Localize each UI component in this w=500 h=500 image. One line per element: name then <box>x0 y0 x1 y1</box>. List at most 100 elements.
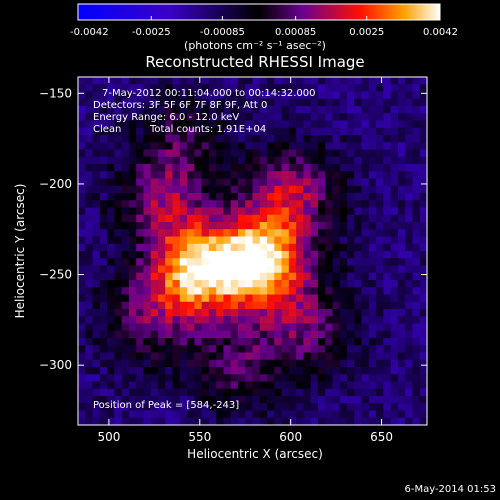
heatmap-cell <box>354 280 362 288</box>
heatmap-cell <box>405 120 413 129</box>
heatmap-cell <box>419 214 427 223</box>
heatmap-cell <box>245 91 253 100</box>
heatmap-cell <box>317 301 326 310</box>
heatmap-cell <box>405 106 413 114</box>
heatmap-cell <box>303 280 312 288</box>
heatmap-cell <box>99 388 108 397</box>
heatmap-cell <box>245 178 253 187</box>
heatmap-cell <box>325 77 333 85</box>
heatmap-cell <box>121 113 130 121</box>
heatmap-cell <box>78 214 86 223</box>
heatmap-cell <box>230 200 239 208</box>
heatmap-cell <box>121 330 130 339</box>
heatmap-cell <box>136 142 144 150</box>
heatmap-cell <box>179 164 188 172</box>
heatmap-cell <box>354 142 362 150</box>
heatmap-cell <box>361 77 370 85</box>
heatmap-cell <box>419 352 427 361</box>
heatmap-cell <box>339 98 348 107</box>
heatmap-cell <box>412 272 421 281</box>
heatmap-cell <box>143 251 152 259</box>
heatmap-cell <box>150 403 159 411</box>
heatmap-cell <box>368 403 377 411</box>
heatmap-cell <box>361 272 370 281</box>
heatmap-cell <box>237 164 246 172</box>
heatmap-cell <box>405 200 413 208</box>
heatmap-cell <box>347 214 355 223</box>
heatmap-cell <box>165 243 173 252</box>
heatmap-cell <box>223 338 232 346</box>
heatmap-cell <box>99 381 108 390</box>
heatmap-cell <box>150 381 159 390</box>
heatmap-cell <box>216 330 224 339</box>
heatmap-cell <box>194 236 202 245</box>
heatmap-cell <box>281 127 290 136</box>
heatmap-cell <box>216 164 224 172</box>
heatmap-cell <box>237 156 246 165</box>
heatmap-cell <box>368 185 377 194</box>
heatmap-cell <box>419 417 427 425</box>
heatmap-cell <box>216 193 224 201</box>
heatmap-cell <box>252 381 261 390</box>
heatmap-cell <box>339 280 348 288</box>
heatmap-cell <box>92 403 101 411</box>
heatmap-cell <box>317 77 326 85</box>
heatmap-cell <box>216 178 224 187</box>
heatmap-cell <box>78 113 86 121</box>
heatmap-cell <box>172 251 181 259</box>
heatmap-cell <box>143 417 152 425</box>
heatmap-cell <box>230 352 239 361</box>
heatmap-cell <box>390 77 399 85</box>
heatmap-cell <box>412 338 421 346</box>
heatmap-cell <box>201 359 210 368</box>
heatmap-cell <box>99 77 108 85</box>
heatmap-cell <box>354 309 362 317</box>
heatmap-cell <box>347 120 355 129</box>
heatmap-cell <box>85 367 93 375</box>
heatmap-cell <box>245 193 253 201</box>
heatmap-cell <box>376 243 384 252</box>
heatmap-cell <box>332 352 341 361</box>
heatmap-cell <box>114 178 123 187</box>
heatmap-cell <box>187 374 195 382</box>
heatmap-cell <box>237 323 246 332</box>
heatmap-cell <box>92 84 101 92</box>
heatmap-cell <box>121 91 130 100</box>
heatmap-cell <box>281 410 290 419</box>
heatmap-cell <box>376 178 384 187</box>
heatmap-cell <box>114 222 123 230</box>
heatmap-cell <box>208 403 217 411</box>
heatmap-cell <box>303 91 312 100</box>
heatmap-cell <box>267 338 275 346</box>
heatmap-cell <box>121 388 130 397</box>
heatmap-cell <box>390 316 399 324</box>
heatmap-cell <box>92 98 101 107</box>
heatmap-cell <box>172 243 181 252</box>
heatmap-cell <box>347 156 355 165</box>
heatmap-cell <box>237 352 246 361</box>
heatmap-cell <box>317 410 326 419</box>
heatmap-cell <box>136 417 144 425</box>
heatmap-cell <box>376 200 384 208</box>
heatmap-cell <box>179 272 188 281</box>
heatmap-cell <box>390 185 399 194</box>
heatmap-cell <box>252 222 261 230</box>
heatmap-cell <box>296 185 304 194</box>
heatmap-cell <box>259 258 268 266</box>
heatmap-cell <box>216 171 224 179</box>
heatmap-cell <box>419 258 427 266</box>
heatmap-cell <box>390 142 399 150</box>
heatmap-cell <box>136 396 144 404</box>
heatmap-cell <box>405 396 413 404</box>
heatmap-cell <box>245 330 253 339</box>
heatmap-cell <box>281 374 290 382</box>
heatmap-cell <box>332 403 341 411</box>
heatmap-cell <box>165 396 173 404</box>
heatmap-cell <box>187 330 195 339</box>
heatmap-cell <box>397 280 406 288</box>
heatmap-cell <box>376 280 384 288</box>
x-axis: 500 550 600 650 <box>97 77 393 444</box>
heatmap-cell <box>274 171 282 179</box>
heatmap-cell <box>230 280 239 288</box>
heatmap-cell <box>339 200 348 208</box>
